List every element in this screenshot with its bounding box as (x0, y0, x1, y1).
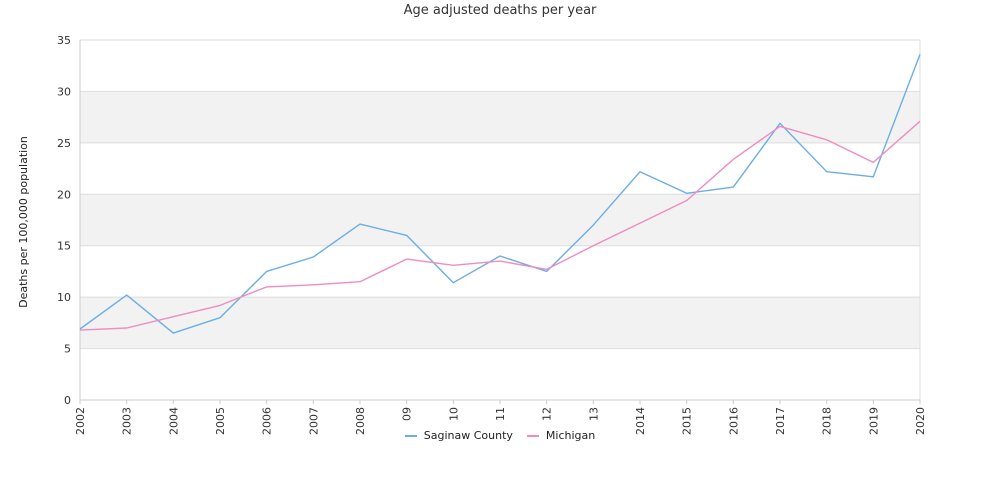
series-lines (79, 54, 921, 334)
x-axis-ticks: 2002 2003 2004 2005 2006 2007 2008 09 10 11 12 13 20… (74, 400, 927, 435)
x-tick-label: 09 (401, 407, 414, 421)
x-tick-label: 13 (587, 407, 600, 421)
y-tick-label: 15 (57, 240, 71, 253)
chart-title: Age adjusted deaths per year (403, 3, 597, 18)
series-line-saginaw[interactable] (79, 54, 921, 334)
x-tick-label: 2014 (634, 407, 647, 435)
grid-band (80, 194, 920, 246)
x-tick-label: 2004 (167, 407, 180, 435)
y-axis-ticks: 0 5 10 15 20 25 30 35 (57, 34, 71, 407)
y-tick-label: 0 (64, 394, 71, 407)
grid-bands (80, 91, 920, 349)
legend-item-saginaw[interactable]: Saginaw County (404, 429, 513, 442)
x-tick-label: 2018 (821, 407, 834, 435)
x-tick-label: 2019 (867, 407, 880, 435)
y-tick-label: 30 (57, 85, 71, 98)
x-tick-label: 2020 (914, 407, 927, 435)
y-axis-label: Deaths per 100,000 population (17, 136, 30, 308)
x-tick-label: 2007 (307, 407, 320, 435)
x-tick-label: 11 (494, 407, 507, 421)
legend-swatch-michigan (526, 434, 539, 437)
x-tick-label: 2006 (261, 407, 274, 435)
x-tick-label: 10 (447, 407, 460, 421)
x-tick-label: 2017 (774, 407, 787, 435)
x-tick-label: 2005 (214, 407, 227, 435)
legend-label-michigan: Michigan (545, 429, 596, 442)
y-tick-label: 10 (57, 291, 71, 304)
y-tick-label: 25 (57, 137, 71, 150)
x-tick-label: 2016 (727, 407, 740, 435)
x-tick-label: 2015 (681, 407, 694, 435)
series-line-michigan[interactable] (79, 120, 921, 331)
legend-item-michigan[interactable]: Michigan (526, 429, 596, 442)
legend-swatch-saginaw (404, 434, 417, 437)
y-tick-label: 5 (64, 343, 71, 356)
x-tick-label: 12 (541, 407, 554, 421)
legend: Saginaw County Michigan (0, 429, 1000, 442)
y-tick-label: 35 (57, 34, 71, 47)
grid-band (80, 91, 920, 143)
legend-label-saginaw: Saginaw County (423, 429, 513, 442)
y-tick-label: 20 (57, 188, 71, 201)
x-tick-label: 2002 (74, 407, 87, 435)
x-tick-label: 2003 (121, 407, 134, 435)
x-tick-label: 2008 (354, 407, 367, 435)
